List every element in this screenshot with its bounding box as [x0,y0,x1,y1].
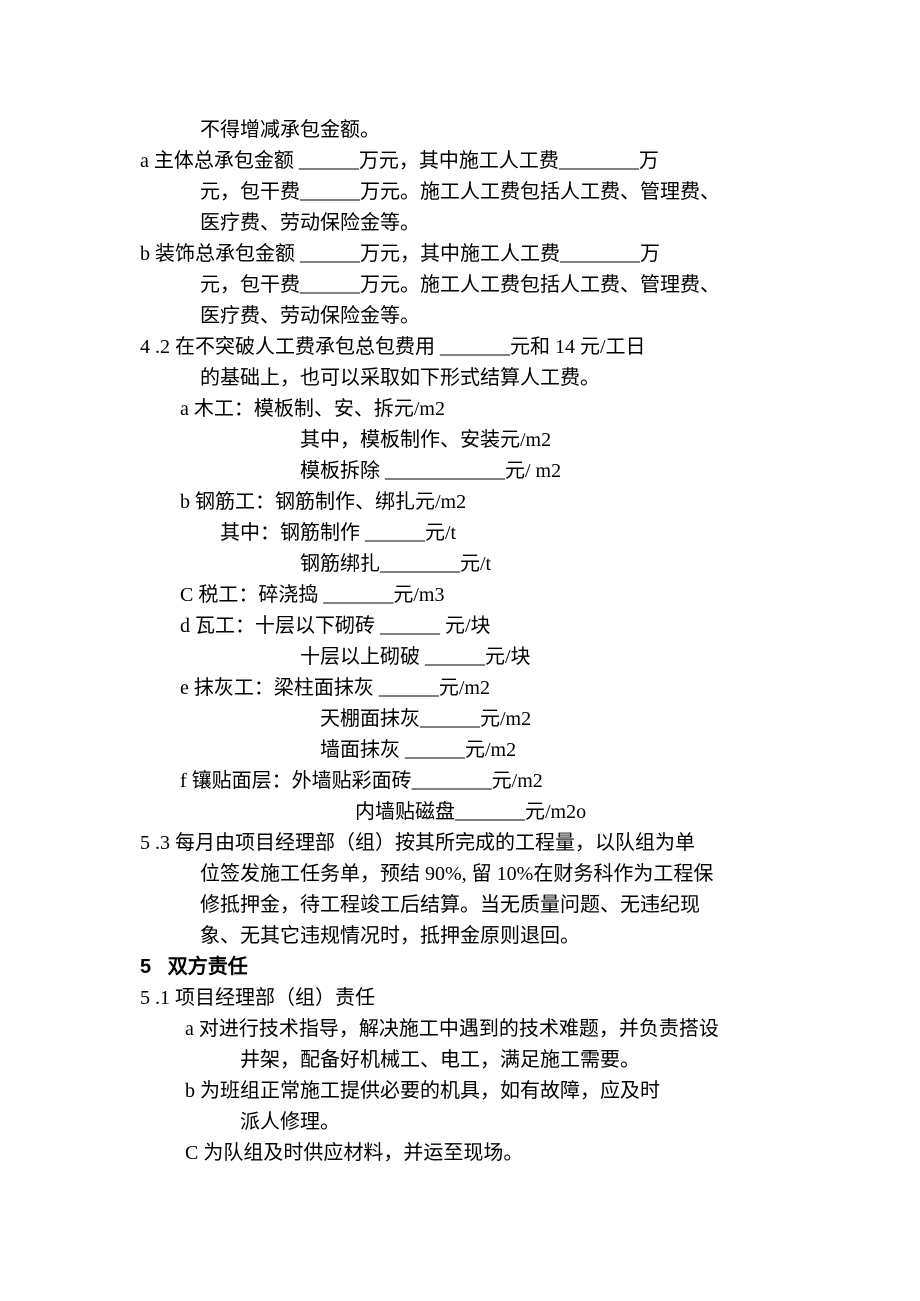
doc-line-23: 5 .3 每月由项目经理部（组）按其所完成的工程量，以队组为单 [140,828,805,859]
doc-line-26: 象、无其它违规情况时，抵押金原则退回。 [140,921,805,952]
doc-line-3: 医疗费、劳动保险金等。 [140,208,805,239]
doc-line-28: 5 .1 项目经理部（组）责任 [140,983,805,1014]
doc-line-25: 修抵押金，待工程竣工后结算。当无质量问题、无违纪现 [140,890,805,921]
doc-line-20: 墙面抹灰 ______元/m2 [140,735,805,766]
doc-line-33: C 为队组及时供应材料，并运至现场。 [140,1138,805,1169]
doc-line-31: b 为班组正常施工提供必要的机具，如有故障，应及时 [140,1076,805,1107]
doc-line-30: 井架，配备好机械工、电工，满足施工需要。 [140,1045,805,1076]
doc-line-8: 的基础上，也可以采取如下形式结算人工费。 [140,363,805,394]
doc-line-1: a 主体总承包金额 ______万元，其中施工人工费________万 [140,146,805,177]
doc-line-19: 天棚面抹灰______元/m2 [140,704,805,735]
doc-line-32: 派人修理。 [140,1107,805,1138]
doc-line-12: b 钢筋工：钢筋制作、绑扎元/m2 [140,487,805,518]
doc-line-21: f 镶贴面层：外墙贴彩面砖________元/m2 [140,766,805,797]
doc-line-27: 5 双方责任 [140,952,805,983]
doc-line-15: C 税工：碎浇捣 _______元/m3 [140,580,805,611]
doc-line-0: 不得增减承包金额。 [140,115,805,146]
doc-line-29: a 对进行技术指导，解决施工中遇到的技术难题，并负责搭设 [140,1014,805,1045]
doc-line-18: e 抹灰工：梁柱面抹灰 ______元/m2 [140,673,805,704]
doc-line-14: 钢筋绑扎________元/t [140,549,805,580]
doc-line-4: b 装饰总承包金额 ______万元，其中施工人工费________万 [140,239,805,270]
doc-line-5: 元，包干费______万元。施工人工费包括人工费、管理费、 [140,270,805,301]
doc-line-11: 模板拆除 ____________元/ m2 [140,456,805,487]
doc-line-22: 内墙贴磁盘_______元/m2o [140,797,805,828]
doc-line-6: 医疗费、劳动保险金等。 [140,301,805,332]
doc-line-7: 4 .2 在不突破人工费承包总包费用 _______元和 14 元/工日 [140,332,805,363]
doc-line-17: 十层以上砌破 ______元/块 [140,642,805,673]
doc-line-24: 位签发施工任务单，预结 90%, 留 10%在财务科作为工程保 [140,859,805,890]
doc-line-10: 其中，模板制作、安装元/m2 [140,425,805,456]
doc-line-13: 其中：钢筋制作 ______元/t [140,518,805,549]
doc-line-9: a 木工：模板制、安、拆元/m2 [140,394,805,425]
doc-line-2: 元，包干费______万元。施工人工费包括人工费、管理费、 [140,177,805,208]
doc-line-16: d 瓦工：十层以下砌砖 ______ 元/块 [140,611,805,642]
